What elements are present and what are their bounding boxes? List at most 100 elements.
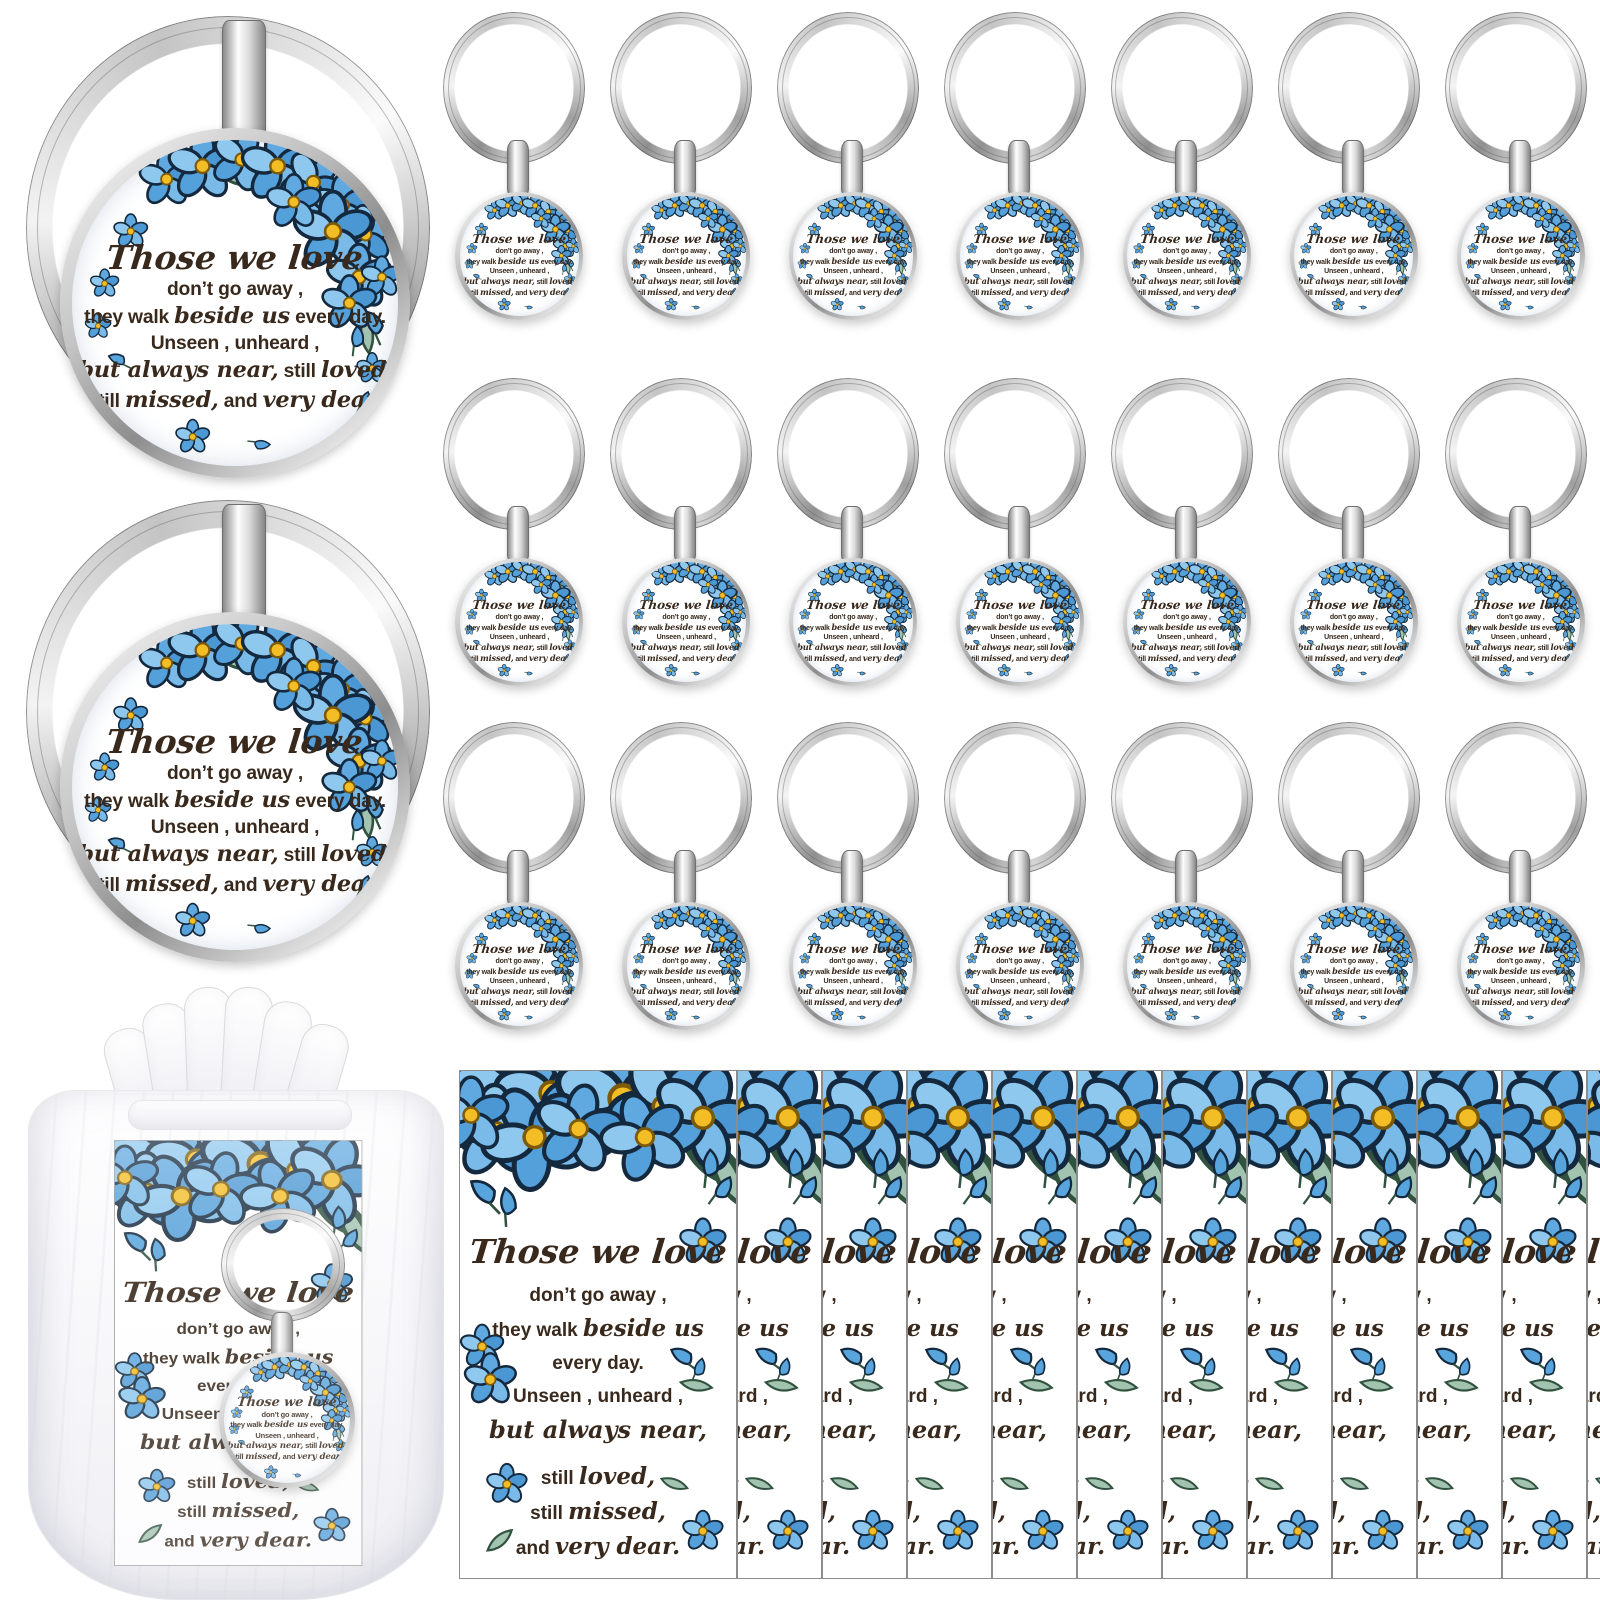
organza-bag: Those we love don’t go away , they walk … [28,972,448,1600]
quote-line: Unseen , unheard , [489,267,550,275]
keychain-pendant: Those we love don’t go away , they walk … [622,902,751,1030]
keychain-pendant: Those we love don’t go away , they walk … [789,192,918,320]
quote-line: still loved, [993,1460,1072,1495]
quote-line: Unseen , unheard , [150,817,320,839]
quote-line: they walk beside us [1332,1314,1384,1342]
pendant-quote: Those we love don’t go away , they walk … [78,722,394,899]
keychain-grid-cell: Those we love don’t go away , they walk … [1433,720,1600,1065]
quote-line: don’t go away , [495,247,544,255]
quote-line: and very dear. [823,1532,851,1560]
keychain-grid-cell: Those we love don’t go away , they walk … [432,720,599,1065]
quote-line: don’t go away , [1248,1284,1262,1306]
quote-line: and very dear. [1588,1530,1600,1565]
memorial-card-stacked: Those we love don’t go away , they walk … [907,1070,992,1579]
quote-line: they walk beside us every day. [966,965,1074,976]
quote-line: but always near, still loved, [630,276,743,287]
quote-title: Those we love [1077,1232,1154,1271]
card-quote: Those we love don’t go away , they walk … [1418,1232,1497,1565]
quote-line: don’t go away , [1329,613,1378,621]
pendant-quote: Those we love don’t go away , they walk … [462,598,577,664]
small-keychain: Those we love don’t go away , they walk … [766,10,933,355]
quote-line: don’t go away , [1588,1279,1600,1312]
quote-line: still loved, [1248,1460,1327,1495]
quote-title: Those we love [471,598,568,613]
pendant-face: Those we love don’t go away , they walk … [459,562,580,682]
quote-line: Unseen , unheard , [489,633,550,641]
quote-line: still missed, [530,1497,666,1525]
memorial-card: Those we love don’t go away , they walk … [1418,1071,1501,1578]
quote-line: don’t go away , [1496,613,1545,621]
quote-line: they walk beside us every day. [966,255,1074,266]
quote-line: still missed, and very dear. [1301,287,1406,298]
quote-line: they walk beside us [992,1314,1044,1342]
keychain-grid-cell: Those we love don’t go away , they walk … [1099,376,1266,721]
keychain-grid-cell: Those we love don’t go away , they walk … [1099,720,1266,1065]
quote-line: still missed, [1588,1495,1600,1530]
quote-line: but always near, [1503,1414,1557,1444]
pendant-quote: Those we love don’t go away , they walk … [1296,598,1411,664]
quote-line: still missed, and very dear. [1468,653,1573,664]
quote-line: still missed, and very dear. [467,287,572,298]
quote-line: Unseen , unheard , [993,1385,1023,1407]
quote-line: still loved, [1503,1460,1582,1495]
key-ring [777,722,920,874]
pendant-mount: Those we love don’t go away , they walk … [1289,558,1418,686]
pendant-face: Those we love don’t go away , they walk … [71,139,399,467]
bail [674,140,697,198]
quote-line: but always near, [1333,1414,1387,1444]
quote-line: every day. [738,1347,817,1380]
quote-line: but always near, still loved, [964,276,1076,287]
quote-line: still missed, and very dear. [634,653,739,664]
key-ring [610,722,753,874]
keychain-pendant: Those we love don’t go away , they walk … [455,902,584,1030]
quote-line: but always near, still loved, [1131,642,1243,653]
quote-title: Those we love [805,942,901,957]
quote-line: still missed, and very dear. [467,997,572,1008]
quote-line: still missed, and very dear. [1301,997,1406,1008]
key-ring [1110,378,1253,530]
bail [222,504,266,632]
memorial-card-stacked: Those we love don’t go away , they walk … [1247,1070,1332,1579]
pendant-mount: Those we love don’t go away , they walk … [1122,192,1251,320]
memorial-card-stacked: Those we love don’t go away , they walk … [1162,1070,1247,1579]
pendant-face: Those we love don’t go away , they walk … [1127,906,1247,1026]
quote-line: Unseen , unheard , [656,977,717,985]
quote-line: they walk beside us every day. [230,1419,344,1430]
memorial-card-stacked: Those we love don’t go away , they walk … [1502,1070,1587,1579]
quote-line: Unseen , unheard , [990,977,1050,985]
quote-line: don’t go away , [1496,957,1545,965]
quote-line: they walk beside us every day. [84,787,386,814]
quote-line: don’t go away , [662,957,711,965]
pendant-face: Those we love don’t go away , they walk … [459,906,580,1026]
quote-line: don’t go away , [662,613,711,621]
key-ring [777,12,920,164]
key-ring [1110,12,1253,164]
quote-line: they walk beside us every day. [466,621,573,632]
card-quote: Those we love don’t go away , they walk … [992,1232,1072,1565]
keychain-grid-cell: Those we love don’t go away , they walk … [1433,376,1600,721]
card-quote: Those we love don’t go away , they walk … [738,1232,817,1565]
bail [1174,140,1197,198]
pendant-face: Those we love don’t go away , they walk … [793,906,913,1026]
key-ring [610,378,753,530]
quote-line: but always near, still loved, [1131,276,1243,287]
quote-line: still loved, [1588,1460,1600,1495]
pendant-mount: Those we love don’t go away , they walk … [789,192,918,320]
quote-line: but always near, [908,1414,962,1444]
quote-line: they walk beside us [492,1314,704,1342]
pendant-face: Those we love don’t go away , they walk … [71,623,399,951]
small-keychain: Those we love don’t go away , they walk … [1433,10,1600,355]
quote-line: still missed, [823,1497,836,1525]
quote-line: Unseen , unheard , [990,267,1050,275]
quote-title: Those we love [1332,1232,1409,1271]
keychain-grid-cell: Those we love don’t go away , they walk … [1099,10,1266,355]
pendant-mount: Those we love don’t go away , they walk … [622,192,751,320]
small-keychain: Those we love don’t go away , they walk … [933,720,1100,1065]
bail [1174,506,1197,564]
quote-title: Those we love [1473,942,1569,957]
bag-keychain: Those we love don’t go away , they walk … [28,972,448,1600]
keychain-grid-cell: Those we love don’t go away , they walk … [933,10,1100,355]
quote-line: Unseen , unheard , [1078,1385,1108,1407]
quote-line: Unseen , unheard , [990,633,1050,641]
quote-line: Unseen , unheard , [1157,977,1217,985]
